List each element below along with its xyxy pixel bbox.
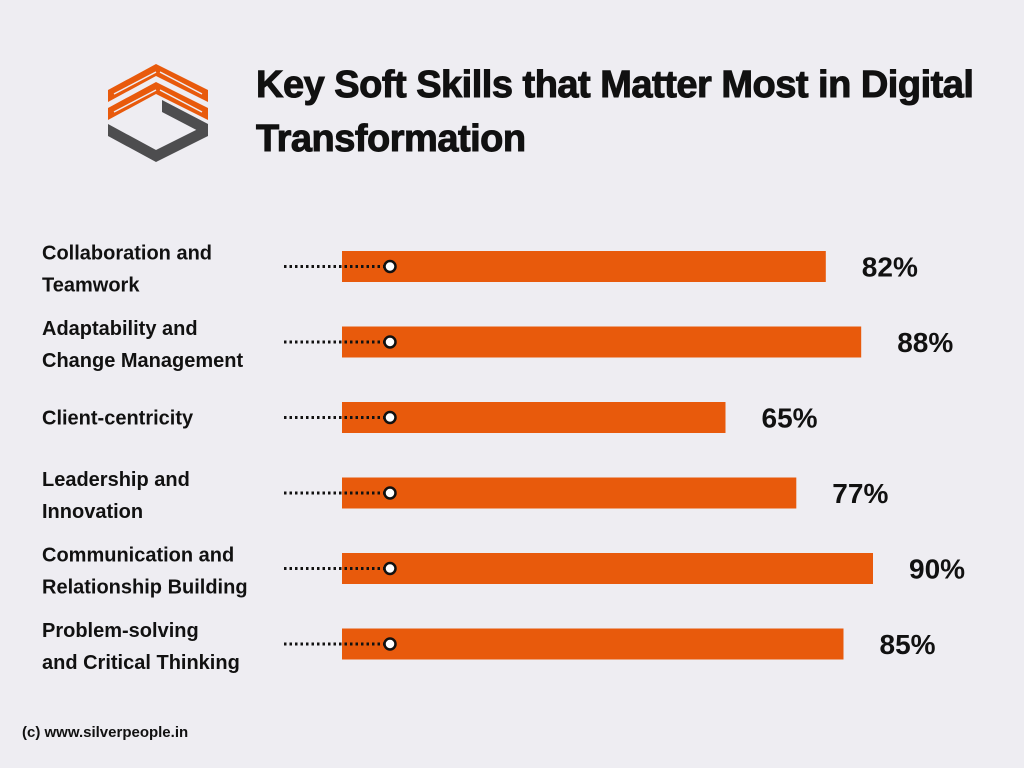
value-label: 82%: [862, 252, 918, 283]
silverpeople-logo-icon: [108, 64, 208, 162]
marker-circle: [383, 410, 397, 425]
marker-circle: [383, 335, 397, 349]
category-label: Communication and Relationship Building: [42, 545, 248, 599]
marker-circle: [383, 637, 397, 651]
bar: [342, 326, 862, 358]
bar: [342, 628, 844, 660]
category-label-line: Teamwork: [42, 275, 140, 297]
value-label: 85%: [880, 629, 936, 660]
category-label-line: Change Management: [42, 350, 243, 372]
bar: [342, 402, 726, 433]
category-label: Problem-solving and Critical Thinking: [42, 620, 240, 674]
category-label: Client-centricity: [42, 408, 194, 430]
value-label: 88%: [897, 327, 953, 358]
category-label: Collaboration and Teamwork: [42, 243, 212, 297]
category-label: Leadership and Innovation: [42, 469, 190, 523]
marker-circle: [383, 561, 397, 576]
value-label: 65%: [762, 403, 818, 434]
category-label: Adaptability and Change Management: [42, 318, 243, 372]
page-title: Key Soft Skills that Matter Most in Digi…: [256, 64, 975, 161]
category-label-line: and Critical Thinking: [42, 652, 240, 674]
category-label-line: Client-centricity: [42, 408, 194, 430]
category-label-line: Leadership and: [42, 469, 190, 491]
category-label-line: Problem-solving: [42, 620, 199, 642]
bar: [342, 477, 797, 509]
category-label-line: Adaptability and: [42, 318, 198, 340]
category-label-line: Communication and: [42, 545, 234, 567]
footer-credit: (c) www.silverpeople.in: [22, 724, 189, 741]
marker-circle: [383, 259, 397, 274]
value-label: 77%: [832, 478, 888, 509]
category-label-line: Innovation: [42, 501, 143, 523]
bar: [342, 553, 873, 584]
value-label: 90%: [909, 554, 965, 585]
category-label-line: Collaboration and: [42, 243, 212, 265]
marker-circle: [383, 486, 397, 500]
bar: [342, 251, 826, 282]
category-label-line: Relationship Building: [42, 577, 248, 599]
